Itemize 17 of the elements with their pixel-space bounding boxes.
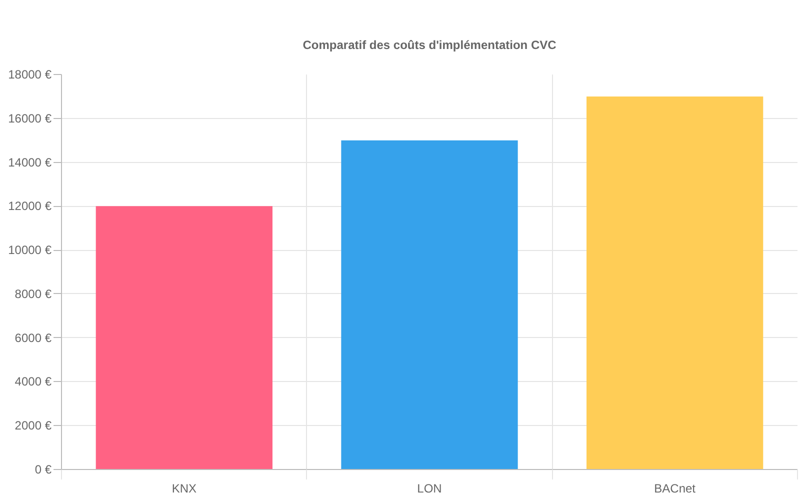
y-tick-label: 16000 € — [8, 111, 52, 126]
y-tick-label: 8000 € — [14, 286, 52, 301]
y-tick-label: 18000 € — [8, 68, 52, 82]
y-tick-label: 0 € — [34, 462, 52, 476]
y-tick-label: 6000 € — [14, 330, 52, 345]
bar — [341, 140, 518, 470]
y-tick-label: 2000 € — [14, 418, 52, 433]
y-tick-label: 4000 € — [14, 374, 52, 389]
chart-title: Comparatif des coûts d'implémentation CVC — [302, 38, 557, 52]
x-tick-label: BACnet — [654, 482, 696, 496]
y-tick-label: 10000 € — [8, 243, 52, 258]
x-tick-label: LON — [417, 482, 442, 496]
bar — [96, 206, 272, 470]
bar — [586, 96, 764, 470]
y-tick-label: 14000 € — [8, 155, 52, 170]
x-tick-label: KNX — [172, 482, 197, 496]
y-tick-label: 12000 € — [8, 199, 52, 214]
